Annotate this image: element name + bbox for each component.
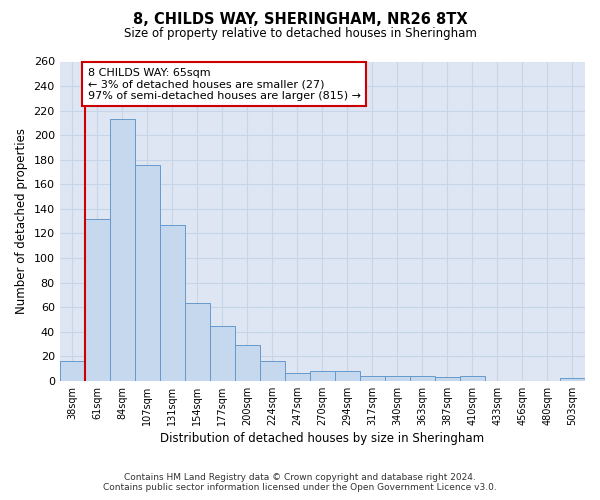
Bar: [160, 225, 185, 381]
Bar: [85, 218, 110, 381]
Bar: [560, 378, 585, 381]
Bar: [235, 345, 260, 381]
Text: 8, CHILDS WAY, SHERINGHAM, NR26 8TX: 8, CHILDS WAY, SHERINGHAM, NR26 8TX: [133, 12, 467, 28]
Bar: [310, 371, 335, 381]
Bar: [135, 164, 160, 381]
Bar: [285, 374, 310, 381]
Bar: [410, 376, 435, 381]
Bar: [59, 361, 85, 381]
Bar: [260, 361, 285, 381]
Bar: [335, 371, 360, 381]
Bar: [110, 119, 135, 381]
Text: 8 CHILDS WAY: 65sqm
← 3% of detached houses are smaller (27)
97% of semi-detache: 8 CHILDS WAY: 65sqm ← 3% of detached hou…: [88, 68, 361, 101]
X-axis label: Distribution of detached houses by size in Sheringham: Distribution of detached houses by size …: [160, 432, 484, 445]
Bar: [435, 377, 460, 381]
Y-axis label: Number of detached properties: Number of detached properties: [15, 128, 28, 314]
Bar: [185, 304, 210, 381]
Bar: [385, 376, 410, 381]
Text: Size of property relative to detached houses in Sheringham: Size of property relative to detached ho…: [124, 28, 476, 40]
Text: Contains HM Land Registry data © Crown copyright and database right 2024.
Contai: Contains HM Land Registry data © Crown c…: [103, 473, 497, 492]
Bar: [360, 376, 385, 381]
Bar: [210, 326, 235, 381]
Bar: [460, 376, 485, 381]
